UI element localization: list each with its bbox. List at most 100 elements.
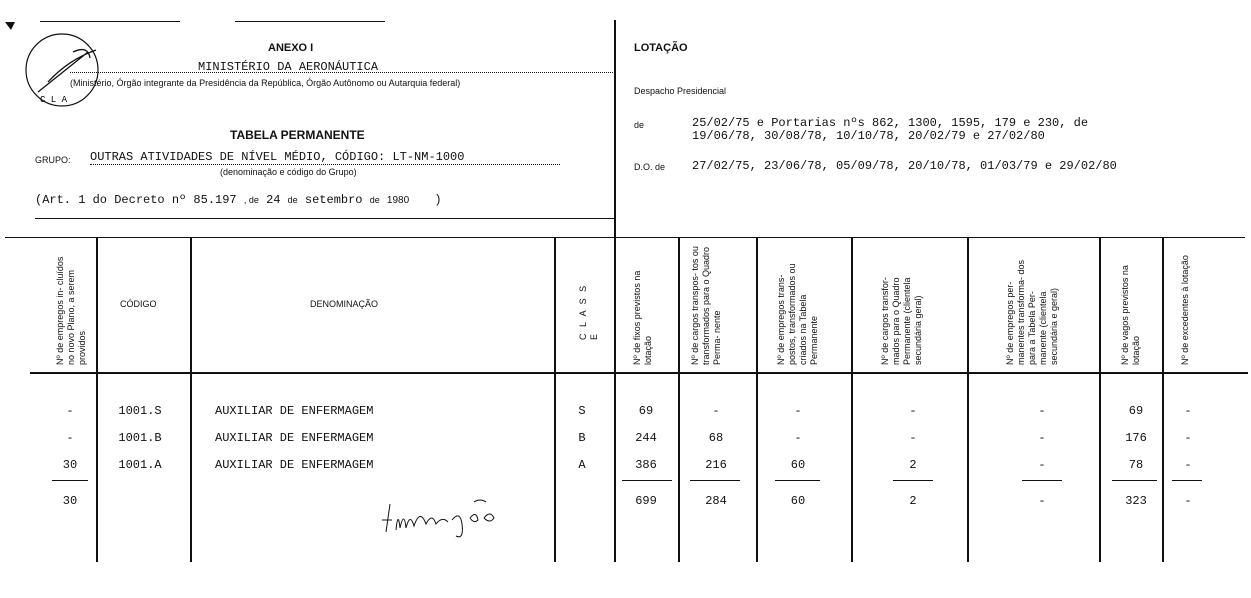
decree-close: ) — [434, 193, 442, 207]
cell-vagos: 323 — [1125, 494, 1147, 508]
despacho-label: Despacho Presidencial — [634, 86, 727, 96]
cell-excedentes: - — [1184, 431, 1192, 445]
col-divider — [967, 237, 969, 562]
cell-empregos-incluidos: 30 — [62, 458, 78, 472]
col-header-codigo: CÓDIGO — [120, 299, 157, 309]
cell-fixos: 699 — [635, 494, 657, 508]
cell-excedentes: - — [1184, 404, 1192, 418]
col-header-vagos: Nº de vagos previstos na lotação — [1120, 265, 1141, 365]
cell-empregos-transpostos: - — [794, 431, 802, 445]
decree-de: , de — [243, 195, 259, 205]
table-title: TABELA PERMANENTE — [230, 128, 365, 142]
corner-mark — [5, 22, 15, 30]
top-rule — [40, 21, 180, 22]
cell-denominacao: AUXILIAR DE ENFERMAGEM — [215, 458, 374, 472]
de-label: de — [634, 120, 645, 130]
decree-de2: de — [287, 195, 298, 205]
annex-title: ANEXO I — [268, 42, 314, 54]
cell-empregos-permanentes: - — [1038, 458, 1046, 472]
stamp-seal: C L A — [25, 33, 99, 107]
cell-vagos: 78 — [1128, 458, 1144, 472]
col-divider — [851, 237, 853, 562]
col-divider — [756, 237, 758, 562]
cell-empregos-incluidos: 30 — [62, 494, 78, 508]
header-left-rule — [35, 218, 615, 219]
cell-cargos-transpostos: - — [712, 404, 720, 418]
ministry-dotted-line — [70, 72, 615, 73]
col-header-classe: C L A S S E — [578, 283, 599, 340]
cell-empregos-permanentes: - — [1038, 431, 1046, 445]
sum-underline — [690, 480, 740, 481]
svg-text:C L A: C L A — [40, 95, 68, 105]
do-label: D.O. de — [634, 162, 666, 172]
cell-vagos: 176 — [1125, 431, 1147, 445]
cell-cargos-transformados: 2 — [909, 494, 917, 508]
cell-fixos: 69 — [638, 404, 654, 418]
sum-underline — [1022, 480, 1062, 481]
col-header-cargos-transformados: Nº de cargos transfor- mados para o Quad… — [880, 277, 923, 365]
cell-empregos-transpostos: 60 — [790, 494, 806, 508]
col-divider — [614, 237, 616, 562]
cell-empregos-incluidos: - — [66, 404, 74, 418]
cell-classe: A — [578, 458, 586, 472]
col-header-excedentes: Nº de excedentes à lotação — [1180, 255, 1190, 365]
cell-cargos-transformados: - — [909, 431, 917, 445]
cell-vagos: 69 — [1128, 404, 1144, 418]
col-header-fixos: Nº de fixos previstos na lotação — [632, 270, 653, 365]
cell-codigo: 1001.A — [118, 458, 162, 472]
col-divider — [554, 237, 556, 562]
cell-cargos-transformados: 2 — [909, 458, 917, 472]
col-header-empregos-transpostos: Nº de empregos trans- postos, transforma… — [776, 263, 819, 365]
sum-underline — [622, 480, 672, 481]
cell-empregos-incluidos: - — [66, 431, 74, 445]
ministry-name: MINISTÉRIO DA AERONÁUTICA — [198, 60, 379, 74]
cell-cargos-transformados: - — [909, 404, 917, 418]
cell-codigo: 1001.S — [118, 404, 162, 418]
decree-year: 1980 — [386, 195, 410, 206]
group-value: OUTRAS ATIVIDADES DE NÍVEL MÉDIO, CÓDIGO… — [90, 150, 560, 165]
cell-empregos-permanentes: - — [1038, 404, 1046, 418]
despacho-dates: 25/02/75 e Portarias nºs 862, 1300, 1595… — [692, 117, 1088, 143]
lotacao-label: LOTAÇÃO — [634, 42, 688, 54]
top-rule — [235, 21, 385, 22]
cell-denominacao: AUXILIAR DE ENFERMAGEM — [215, 431, 374, 445]
cell-empregos-transpostos: 60 — [790, 458, 806, 472]
handwritten-signature — [382, 499, 495, 538]
sum-underline — [775, 480, 820, 481]
decree-day: 24 — [266, 193, 281, 207]
cell-cargos-transpostos: 216 — [705, 458, 727, 472]
col-divider — [678, 237, 680, 562]
decree-de3: de — [369, 195, 380, 205]
decree-month: setembro — [304, 193, 363, 207]
sum-underline — [1112, 480, 1157, 481]
sum-underline — [1172, 480, 1202, 481]
cell-classe: B — [578, 431, 586, 445]
col-header-cargos-transpostos: Nº de cargos transpos- tos ou transforma… — [690, 246, 722, 365]
ministry-caption: (Ministério, Órgão integrante da Presidê… — [70, 78, 461, 88]
col-header-empregos-permanentes: Nº de empregos per- manentes transforma-… — [1005, 259, 1059, 365]
cell-fixos: 244 — [635, 431, 657, 445]
cell-excedentes: - — [1184, 458, 1192, 472]
decree-reference: (Art. 1 do Decreto nº 85.197 , de 24 de … — [35, 193, 442, 207]
sum-underline — [52, 480, 88, 481]
despacho-dates-line1: 25/02/75 e Portarias nºs 862, 1300, 1595… — [692, 116, 1089, 130]
cell-empregos-transpostos: - — [794, 404, 802, 418]
col-header-denominacao: DENOMINAÇÃO — [310, 299, 379, 309]
cell-fixos: 386 — [635, 458, 657, 472]
table-top-rule — [5, 237, 1245, 238]
col-header-empregos-incluidos: Nº de empregos in- cluídos no novo Plano… — [55, 256, 87, 365]
header-divider — [614, 20, 616, 238]
col-divider — [96, 237, 98, 562]
cell-empregos-permanentes: - — [1038, 494, 1046, 508]
cell-cargos-transpostos: 68 — [708, 431, 724, 445]
col-divider — [1162, 237, 1164, 562]
sum-underline — [893, 480, 933, 481]
cell-cargos-transpostos: 284 — [705, 494, 727, 508]
cell-classe: S — [578, 404, 586, 418]
group-label: GRUPO: — [35, 155, 71, 165]
do-dates: 27/02/75, 23/06/78, 05/09/78, 20/10/78, … — [692, 159, 1117, 173]
cell-denominacao: AUXILIAR DE ENFERMAGEM — [215, 404, 374, 418]
despacho-dates-line2: 19/06/78, 30/08/78, 10/10/78, 20/02/79 e… — [692, 129, 1045, 143]
cell-codigo: 1001.B — [118, 431, 162, 445]
